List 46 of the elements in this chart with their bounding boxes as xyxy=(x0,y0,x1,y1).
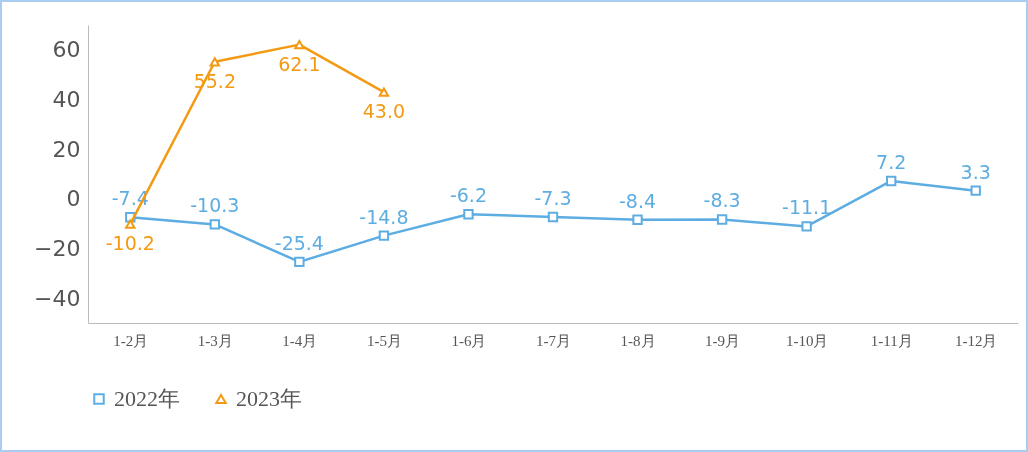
point xyxy=(463,209,474,220)
data-label: 7.2 xyxy=(876,150,907,173)
y-tick-label: 60 xyxy=(52,37,81,63)
data-label: -8.3 xyxy=(703,189,741,212)
x-tick-label: 1-5月 xyxy=(366,332,402,349)
point xyxy=(294,256,305,268)
legend-label: 2023年 xyxy=(236,386,302,411)
y-tick-label: 40 xyxy=(52,87,81,112)
point xyxy=(632,214,643,225)
legend-label: 2022年 xyxy=(114,386,180,411)
x-tick-label: 1-12月 xyxy=(954,332,998,349)
point xyxy=(801,221,812,232)
y-tick-label: 0 xyxy=(66,186,81,212)
x-tick-label: 1-2月 xyxy=(113,332,149,349)
point xyxy=(378,87,390,97)
data-label: 43.0 xyxy=(362,100,406,123)
x-tick-label: 1-8月 xyxy=(620,332,656,349)
x-tick-label: 1-6月 xyxy=(451,332,487,349)
y-tick-label: −40 xyxy=(34,285,81,311)
point xyxy=(378,230,390,241)
data-label: -8.4 xyxy=(619,189,657,212)
x-tick-label: 1-11月 xyxy=(870,332,913,349)
x-tick-label: 1-10月 xyxy=(785,332,829,349)
point xyxy=(716,214,728,225)
y-tick-label: −20 xyxy=(34,236,81,261)
point xyxy=(125,219,136,229)
data-label: -10.2 xyxy=(105,232,155,255)
data-label: -7.3 xyxy=(534,186,572,209)
point xyxy=(209,219,220,230)
x-tick-label: 1-9月 xyxy=(705,332,741,349)
point xyxy=(547,211,559,223)
data-label: -10.3 xyxy=(190,194,240,217)
data-label: 3.3 xyxy=(960,160,991,183)
x-tick-label: 1-7月 xyxy=(536,332,571,349)
x-tick-label: 1-4月 xyxy=(282,332,318,349)
x-tick-label: 1-3月 xyxy=(197,332,233,349)
data-label: -11.1 xyxy=(782,196,832,219)
y-tick-label: 20 xyxy=(52,136,81,162)
point xyxy=(886,175,897,187)
data-label: -14.8 xyxy=(359,205,409,228)
point xyxy=(970,185,981,196)
point xyxy=(209,57,220,67)
data-label: -6.2 xyxy=(449,184,487,207)
data-label: -25.4 xyxy=(274,231,324,254)
data-label: 62.1 xyxy=(278,52,321,75)
point xyxy=(294,40,305,50)
